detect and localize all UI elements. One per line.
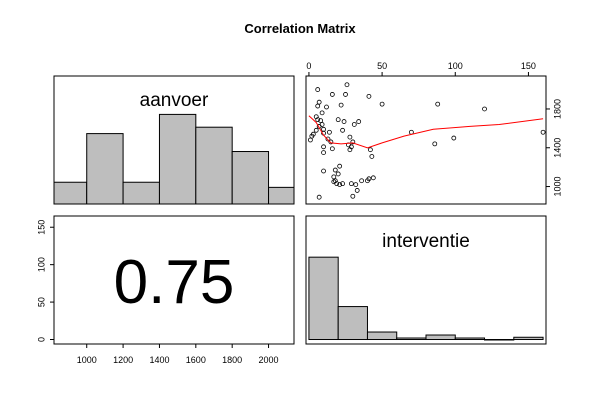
panel-scatter-interventie-aanvoer: 0 50 100 150 1000 1400 1800 xyxy=(305,61,562,205)
variable-label-aanvoer: aanvoer xyxy=(140,90,209,111)
scatter-point xyxy=(335,117,341,123)
interventie-hist-bar xyxy=(366,331,398,341)
scatter-point xyxy=(348,181,354,187)
interventie-hist-bar xyxy=(484,339,515,341)
top-axis-tick-label: 150 xyxy=(521,61,536,71)
scatter-point xyxy=(315,87,321,92)
scatter-point xyxy=(356,119,362,124)
panel-interventie-histogram: interventie xyxy=(305,215,547,345)
scatter-point xyxy=(310,131,316,137)
scatter-point xyxy=(353,182,359,188)
scatter-point xyxy=(329,92,335,97)
bottom-axis-tick-label: 1600 xyxy=(186,355,206,365)
aanvoer-hist-bar xyxy=(122,181,160,205)
left-axis-tick-label: 150 xyxy=(36,220,46,235)
scatter-point xyxy=(321,150,326,156)
aanvoer-hist-bar xyxy=(53,181,88,205)
bottom-axis-tick-label: 2000 xyxy=(259,355,279,365)
left-axis-tick-label: 0 xyxy=(36,337,46,342)
bottom-axis-tick-label: 1000 xyxy=(77,355,97,365)
aanvoer-hist-bar xyxy=(86,133,124,205)
scatter-point xyxy=(482,106,487,112)
scatter-point xyxy=(335,171,341,177)
scatter-point xyxy=(319,110,325,116)
scatter-point xyxy=(359,178,365,184)
scatter-point xyxy=(340,127,345,133)
chart-title: Correlation Matrix xyxy=(244,21,356,36)
scatter-point xyxy=(332,167,338,173)
aanvoer-hist-bar xyxy=(158,113,197,205)
top-axis-tick-label: 0 xyxy=(306,61,311,71)
scatter-point xyxy=(435,101,441,107)
scatter-point xyxy=(338,102,344,108)
panel-aanvoer-histogram: aanvoer xyxy=(53,75,295,205)
scatter-point xyxy=(321,126,326,132)
scatter-point xyxy=(351,122,357,127)
aanvoer-hist-bar xyxy=(268,186,295,205)
correlation-value: 0.75 xyxy=(114,248,235,317)
scatter-point xyxy=(313,127,319,133)
scatter-point xyxy=(369,154,375,159)
scatter-point xyxy=(315,117,321,123)
scatter-point xyxy=(329,146,335,152)
bottom-axis-tick-label: 1400 xyxy=(149,355,169,365)
scatter-point xyxy=(321,168,326,174)
aanvoer-hist-bar xyxy=(231,151,270,205)
interventie-hist-bar xyxy=(396,337,427,341)
interventie-hist-bar xyxy=(308,256,339,341)
scatter-point xyxy=(451,135,457,141)
scatter-point xyxy=(328,139,334,145)
scatter-point xyxy=(316,194,322,200)
bottom-axis-tick-label: 1200 xyxy=(113,355,133,365)
left-axis-tick-label: 50 xyxy=(36,297,46,307)
aanvoer-hist-bar xyxy=(195,126,233,205)
scatter-point xyxy=(321,144,326,150)
scatter-point xyxy=(432,141,438,147)
scatter-point xyxy=(367,147,373,153)
scatter-point xyxy=(327,129,332,135)
scatter-point xyxy=(366,93,372,99)
interventie-hist-bar xyxy=(425,334,456,341)
scatter-point xyxy=(348,144,354,150)
scatter-point xyxy=(341,119,347,124)
interventie-hist-bar xyxy=(513,336,544,341)
smooth-line xyxy=(308,115,544,149)
scatter-point xyxy=(319,122,325,127)
scatter-point xyxy=(307,137,313,143)
panel-correlation: 0.75 0 50 100 150 1000 1200 1400 1600 1800 2000 xyxy=(36,215,295,365)
bottom-axis-tick-label: 1800 xyxy=(222,355,242,365)
right-axis-tick-label: 1000 xyxy=(552,177,562,197)
scatter-point xyxy=(324,104,329,110)
scatter-point xyxy=(337,163,343,169)
scatter-point xyxy=(350,139,356,145)
top-axis-tick-label: 100 xyxy=(448,61,463,71)
right-axis-tick-label: 1800 xyxy=(552,99,562,119)
scatter-point xyxy=(343,92,348,97)
scatter-point xyxy=(331,174,337,180)
scatter-point xyxy=(354,188,360,193)
scatter-point xyxy=(315,103,321,109)
scatter-point xyxy=(540,129,546,135)
scatter-point xyxy=(344,82,350,88)
scatter-point xyxy=(316,99,322,105)
interventie-hist-bar xyxy=(337,306,368,341)
scatter-point xyxy=(347,134,353,140)
scatter-point xyxy=(325,136,331,142)
scatter-point xyxy=(334,181,340,187)
left-axis-tick-label: 100 xyxy=(36,257,46,272)
scatter-point xyxy=(340,181,345,187)
variable-label-interventie: interventie xyxy=(382,231,470,252)
top-axis-tick-label: 50 xyxy=(377,61,387,71)
interventie-hist-bar xyxy=(454,337,486,341)
scatter-point xyxy=(366,176,372,182)
scatter-point xyxy=(370,175,376,181)
scatter-point xyxy=(379,101,385,107)
right-axis-tick-label: 1400 xyxy=(552,138,562,158)
scatter-point xyxy=(350,193,356,199)
scatter-point xyxy=(337,182,343,188)
